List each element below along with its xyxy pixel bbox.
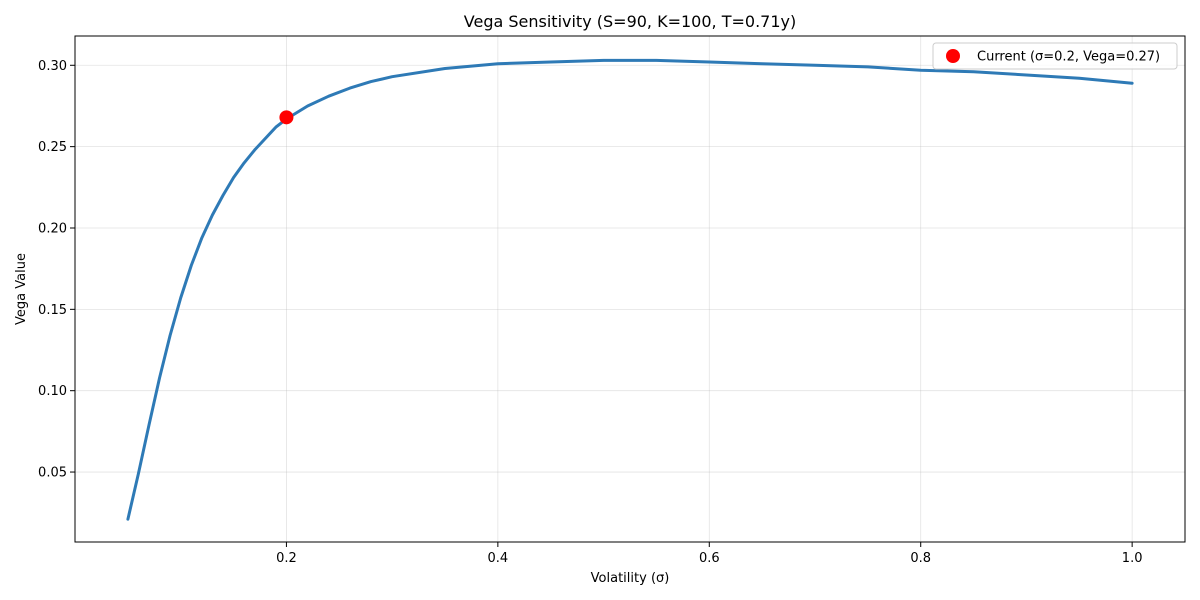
x-tick-label: 0.4 (488, 551, 509, 566)
x-axis-ticks: 0.2 0.4 0.6 0.8 1.0 (276, 542, 1142, 566)
legend-box (932, 42, 1178, 70)
y-tick-label: 0.15 (38, 303, 67, 318)
y-tick-label: 0.10 (38, 384, 67, 399)
y-tick-label: 0.30 (38, 59, 67, 74)
legend-entry-current: Current (σ=0.2, Vega=0.27) (977, 50, 1160, 65)
series-layer (126, 58, 1134, 521)
y-tick-label: 0.20 (38, 221, 67, 236)
y-tick-label: 0.05 (38, 466, 67, 481)
y-axis-ticks: 0.05 0.10 0.15 0.20 0.25 0.30 (38, 59, 75, 481)
chart-title: Vega Sensitivity (S=90, K=100, T=0.71y) (464, 12, 796, 31)
current-point-marker (279, 110, 294, 125)
x-tick-label: 0.2 (276, 551, 297, 566)
x-axis-label: Volatility (σ) (591, 571, 670, 586)
y-tick-label: 0.25 (38, 140, 67, 155)
x-tick-label: 0.8 (910, 551, 931, 566)
legend: Current (σ=0.2, Vega=0.27) (932, 42, 1178, 70)
grid-lines (75, 36, 1185, 542)
plot-frame (74, 35, 1186, 543)
y-axis-label: Vega Value (14, 253, 29, 325)
marker-layer (279, 110, 294, 125)
x-tick-label: 0.6 (699, 551, 720, 566)
legend-marker (946, 49, 960, 63)
vega-curve (126, 58, 1134, 521)
x-tick-label: 1.0 (1122, 551, 1143, 566)
